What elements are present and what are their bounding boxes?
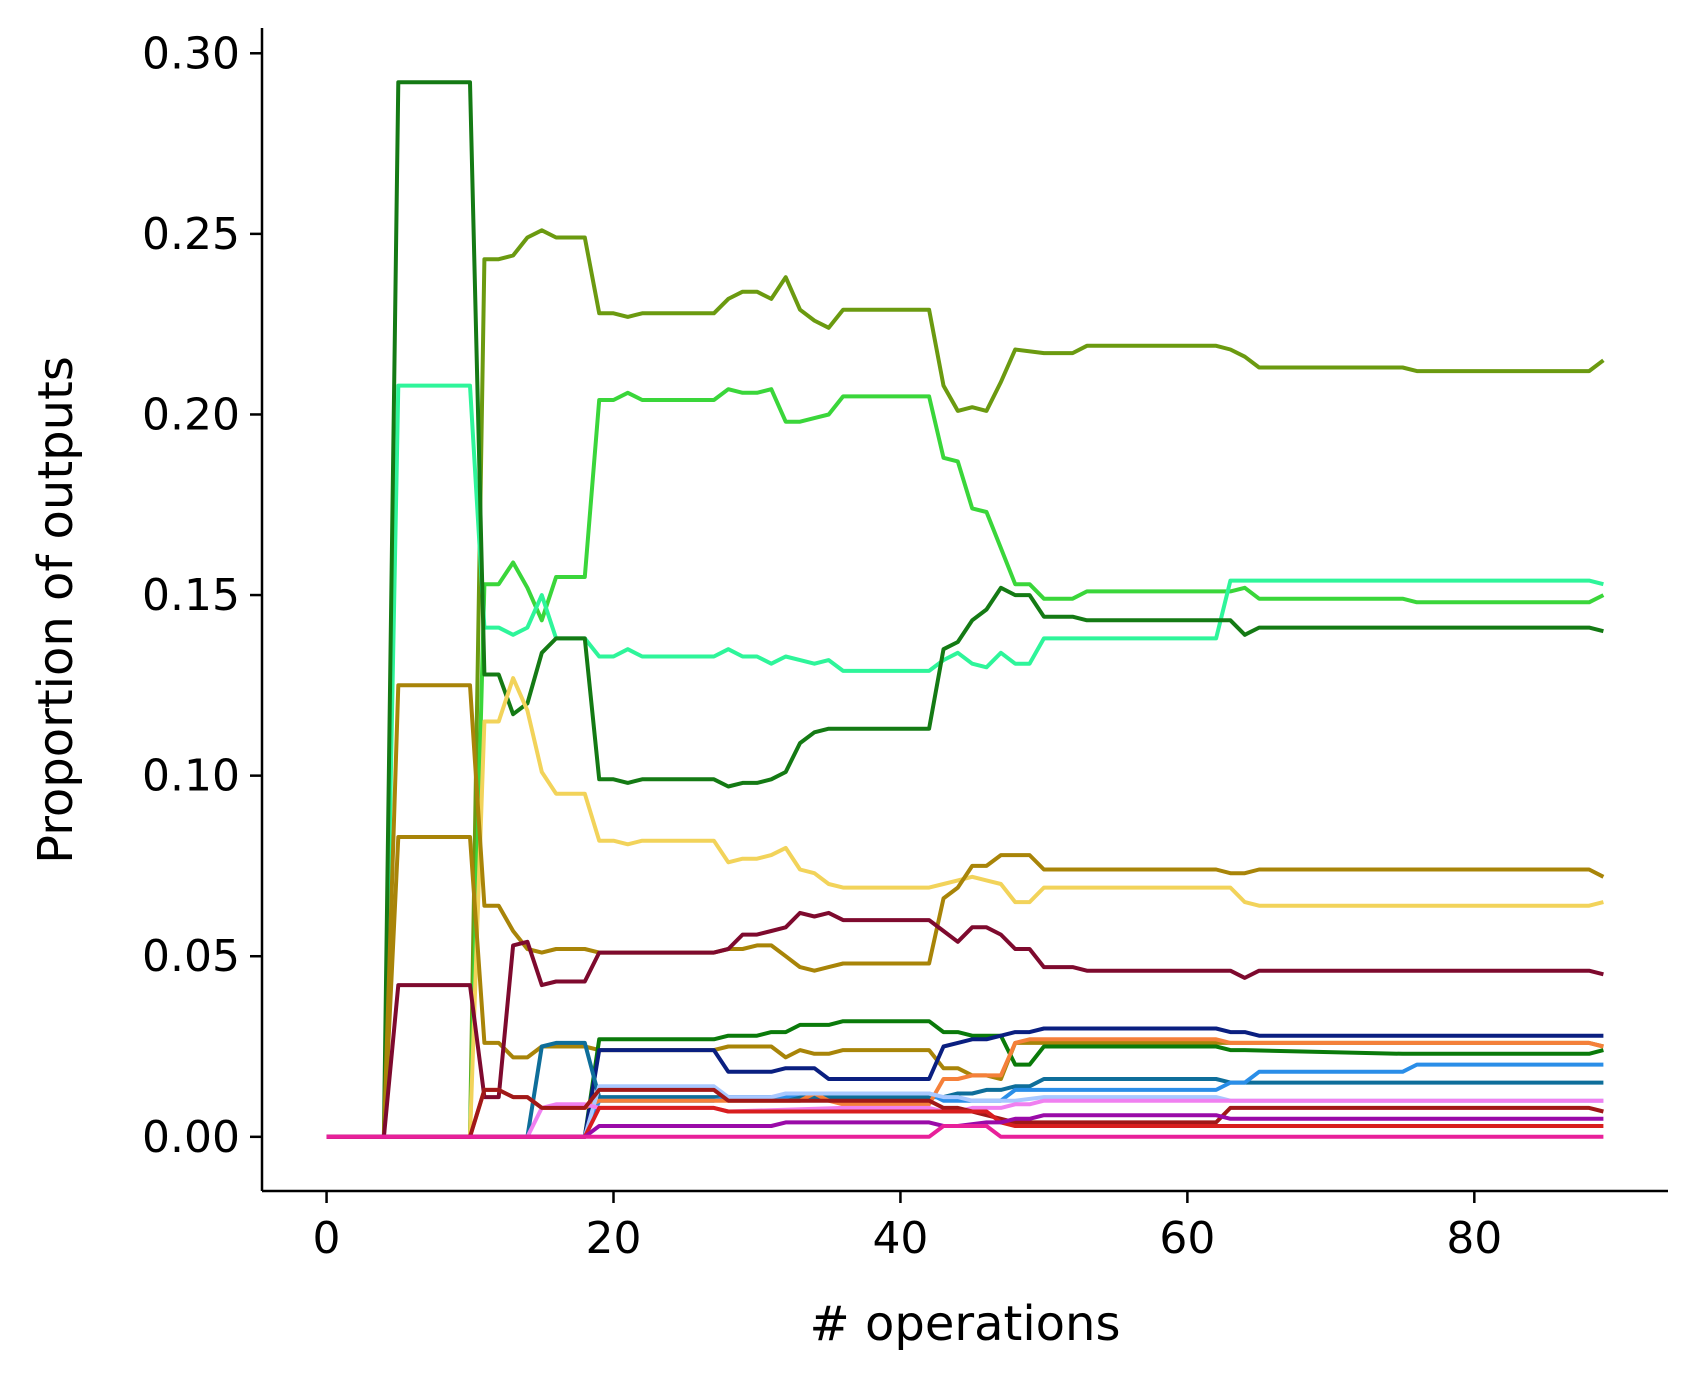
y-tick-label: 0.20 [142, 389, 240, 440]
y-tick-label: 0.10 [142, 751, 240, 802]
series-line-1 [326, 228, 1605, 1139]
series-line-14 [326, 1084, 1604, 1139]
x-tick-label: 60 [1159, 1213, 1215, 1264]
series-layer [326, 80, 1605, 1139]
y-tick-label: 0.30 [142, 28, 240, 79]
x-tick-label: 40 [872, 1213, 928, 1264]
series-line-16 [326, 1087, 1604, 1139]
series-line-4 [326, 80, 1604, 1139]
series-line-10 [326, 1026, 1604, 1139]
y-tick-label: 0.25 [142, 209, 240, 260]
y-tick-label: 0.00 [142, 1112, 240, 1163]
x-axis-label: # operations [810, 1296, 1121, 1352]
x-tick-label: 20 [586, 1213, 642, 1264]
series-line-3 [326, 383, 1604, 1139]
series-line-19 [326, 1124, 1604, 1139]
series-line-2 [326, 387, 1605, 1139]
x-tick-label: 0 [313, 1213, 341, 1264]
y-axis-label: Proportion of outputs [28, 356, 84, 864]
y-tick-label: 0.05 [142, 931, 240, 982]
x-tick-label: 80 [1446, 1213, 1502, 1264]
y-ticks: 0.00 0.05 0.10 0.15 0.20 0.25 0.30 [142, 28, 262, 1163]
series-line-5 [326, 676, 1604, 1139]
x-ticks: 0 20 40 60 80 [313, 1191, 1502, 1264]
y-tick-label: 0.15 [142, 570, 240, 621]
series-line-9 [326, 1019, 1604, 1139]
series-line-8 [326, 910, 1604, 1139]
series-line-17 [326, 1105, 1604, 1139]
